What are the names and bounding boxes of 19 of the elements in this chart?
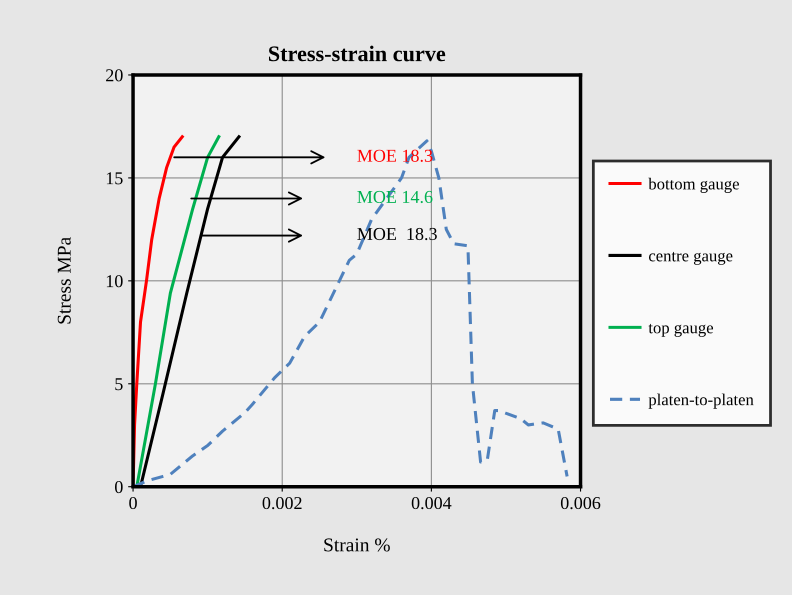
x-tick-label: 0 bbox=[129, 496, 137, 510]
y-tick-label: 10 bbox=[106, 275, 123, 288]
x-tick-label: 0.006 bbox=[560, 496, 600, 510]
y-tick-label: 0 bbox=[114, 480, 123, 494]
legend-label: bottom gauge bbox=[648, 178, 739, 193]
annotation: MOE 14.6 bbox=[357, 190, 432, 204]
x-tick-label: 0.002 bbox=[262, 496, 302, 510]
annotation: MOE 18.3 bbox=[357, 228, 437, 240]
x-axis-title: Strain % bbox=[324, 538, 390, 552]
legend-label: platen-to-platen bbox=[648, 394, 754, 409]
y-tick-label: 15 bbox=[106, 172, 123, 184]
legend-label: top gauge bbox=[648, 324, 714, 337]
x-tick-label: 0.004 bbox=[412, 496, 452, 510]
y-tick-label: 5 bbox=[115, 378, 123, 390]
y-tick-label: 20 bbox=[106, 69, 123, 82]
y-axis-title: Stress MPa bbox=[58, 237, 71, 324]
legend-label: centre gauge bbox=[648, 252, 732, 265]
chart-title: Stress-strain curve bbox=[268, 46, 446, 62]
line-series bbox=[133, 139, 569, 487]
